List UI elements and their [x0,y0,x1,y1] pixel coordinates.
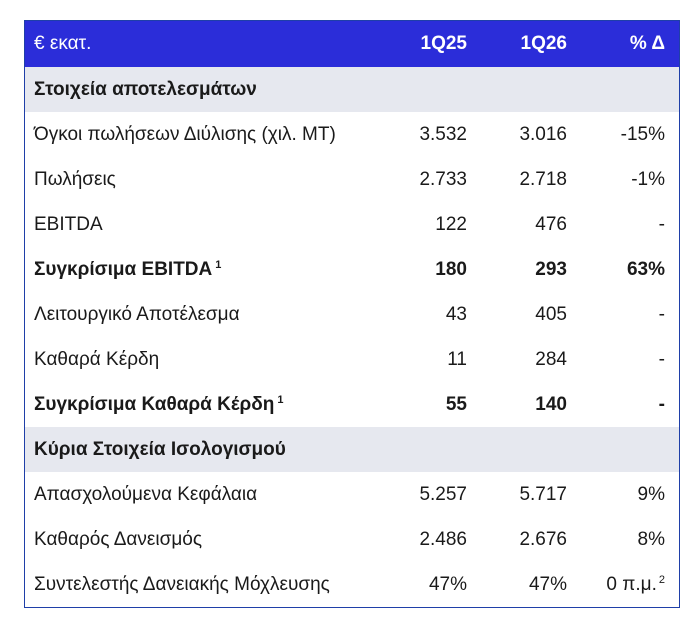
table-row: Συγκρίσιμα EBITDA 1 180 293 63% [25,247,679,292]
table-row: Λειτουργικό Αποτέλεσμα 43 405 - [25,292,679,337]
section-title: Στοιχεία αποτελεσμάτων [34,78,257,100]
table-row: Συγκρίσιμα Καθαρά Κέρδη 1 55 140 - [25,382,679,427]
row-value-1q26: 2.718 [519,168,567,190]
row-value-1q25: 5.257 [419,483,467,505]
footnote-marker: 1 [215,258,222,271]
row-value-change: 63% [626,258,665,280]
row-label: Πωλήσεις [34,168,116,190]
footnote-marker: 1 [277,393,284,406]
row-label: Λειτουργικό Αποτέλεσμα [34,303,240,325]
row-value-1q25: 47% [428,573,467,595]
table-header: € εκατ. 1Q25 1Q26 % Δ [25,21,679,67]
row-value-change: - [658,213,665,235]
row-value-change: 8% [637,528,665,550]
footnote-marker: 2 [658,573,665,586]
row-value-1q25: 3.532 [419,123,467,145]
row-value-change: - [658,393,665,415]
row-value-change: - [658,303,665,325]
row-value-1q26: 2.676 [519,528,567,550]
row-value-change: 9% [637,483,665,505]
header-pct-change: % Δ [629,33,665,54]
row-label: Καθαρά Κέρδη [34,348,160,370]
header-1q26: 1Q26 [520,33,567,54]
section-balance-sheet: Κύρια Στοιχεία Ισολογισμού [25,427,679,472]
row-value-1q25: 55 [445,393,467,415]
header-unit-label: € εκατ. [34,33,92,54]
table-row: Όγκοι πωλήσεων Διύλισης (χιλ. ΜΤ) 3.532 … [25,112,679,157]
row-label: EBITDA [34,213,103,235]
row-label: Καθαρός Δανεισμός [34,528,203,550]
row-value-1q25: 180 [435,258,467,280]
row-label: Συντελεστής Δανειακής Μόχλευσης [34,573,330,595]
header-1q25: 1Q25 [420,33,467,54]
row-value-change: 0 π.μ. [606,573,657,595]
row-value-change: -1% [631,168,665,190]
table-row: Συντελεστής Δανειακής Μόχλευσης 47% 47% … [25,562,679,607]
row-label: Συγκρίσιμα Καθαρά Κέρδη [34,393,275,415]
row-value-change: -15% [620,123,665,145]
row-label: Συγκρίσιμα EBITDA [34,258,213,280]
row-value-1q26: 5.717 [519,483,567,505]
row-value-1q26: 405 [535,303,567,325]
section-title: Κύρια Στοιχεία Ισολογισμού [34,438,286,460]
table-row: Καθαρά Κέρδη 11 284 - [25,337,679,382]
row-value-1q26: 47% [528,573,567,595]
table-row: Καθαρός Δανεισμός 2.486 2.676 8% [25,517,679,562]
financial-table: € εκατ. 1Q25 1Q26 % Δ Στοιχεία αποτελεσμ… [24,20,680,608]
row-label-cell: Συγκρίσιμα EBITDA 1 [25,259,371,281]
row-value-1q25: 2.486 [419,528,467,550]
section-income-statement: Στοιχεία αποτελεσμάτων [25,67,679,112]
row-value-1q26: 476 [535,213,567,235]
row-value-1q25: 2.733 [419,168,467,190]
row-value-1q26: 284 [535,348,567,370]
row-value-1q26: 140 [535,393,567,415]
row-label: Απασχολούμενα Κεφάλαια [34,483,258,505]
row-value-1q26: 293 [535,258,567,280]
row-value-1q26: 3.016 [519,123,567,145]
table-row: Απασχολούμενα Κεφάλαια 5.257 5.717 9% [25,472,679,517]
row-label: Όγκοι πωλήσεων Διύλισης (χιλ. ΜΤ) [34,123,336,145]
row-value-change: - [658,348,665,370]
table-row: Πωλήσεις 2.733 2.718 -1% [25,157,679,202]
row-value-1q25: 122 [435,213,467,235]
row-value-1q25: 11 [447,348,467,370]
table-row: EBITDA 122 476 - [25,202,679,247]
row-value-change-cell: 0 π.μ. 2 [567,574,679,596]
row-value-1q25: 43 [445,303,467,325]
row-label-cell: Συγκρίσιμα Καθαρά Κέρδη 1 [25,394,371,416]
